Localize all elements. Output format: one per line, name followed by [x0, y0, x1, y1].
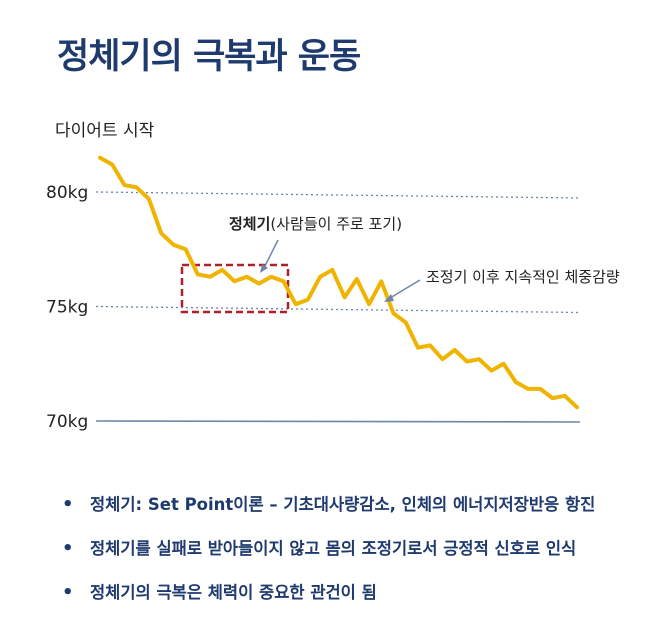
bullet-item: • 정체기를 실패로 받아들이지 않고 몸의 조정기로서 긍정적 신호로 인식	[62, 536, 595, 580]
bullet-text: 정체기의 극복은 체력이 중요한 관건이 됨	[90, 583, 377, 602]
plateau-annotation-bold: 정체기	[229, 215, 270, 233]
plateau-annotation: 정체기(사람들이 주로 포기)	[229, 215, 402, 233]
plateau-annotation-rest: (사람들이 주로 포기)	[270, 215, 402, 233]
x-axis-baseline	[95, 420, 581, 423]
bullet-list: • 정체기: Set Point이론 – 기초대사량감소, 인체의 에너지저장반응…	[62, 492, 595, 624]
plateau-annotation-arrow	[263, 239, 279, 269]
bullet-item: • 정체기: Set Point이론 – 기초대사량감소, 인체의 에너지저장반응…	[62, 492, 595, 536]
slide-title: 정체기의 극복과 운동	[57, 37, 361, 77]
bullet-marker: •	[62, 582, 74, 603]
y-tick-label: 75kg	[46, 298, 88, 318]
bullet-text: 정체기를 실패로 받아들이지 않고 몸의 조정기로서 긍정적 신호로 인식	[90, 539, 577, 558]
y-tick-label: 70kg	[46, 412, 88, 432]
adjust-annotation: 조정기 이후 지속적인 체중감량	[426, 268, 620, 286]
gridline	[95, 305, 581, 314]
bullet-text: 정체기: Set Point이론 – 기초대사량감소, 인체의 에너지저장반응 …	[90, 495, 596, 514]
bullet-marker: •	[62, 538, 74, 559]
bullet-marker: •	[62, 494, 74, 515]
adjust-annotation-arrow	[389, 279, 421, 299]
bullet-item: • 정체기의 극복은 체력이 중요한 관건이 됨	[62, 580, 595, 624]
weight-series-line	[98, 155, 579, 410]
start-label: 다이어트 시작	[55, 121, 155, 141]
adjust-annotation-arrowhead	[384, 294, 394, 302]
gridline	[95, 191, 581, 199]
y-tick-label: 80kg	[46, 183, 88, 203]
weight-chart: 다이어트 시작 80kg 75kg 70kg 정체기(사람들이 주로 포기) 조정기…	[46, 121, 620, 432]
plateau-annotation-arrowhead	[260, 264, 268, 273]
